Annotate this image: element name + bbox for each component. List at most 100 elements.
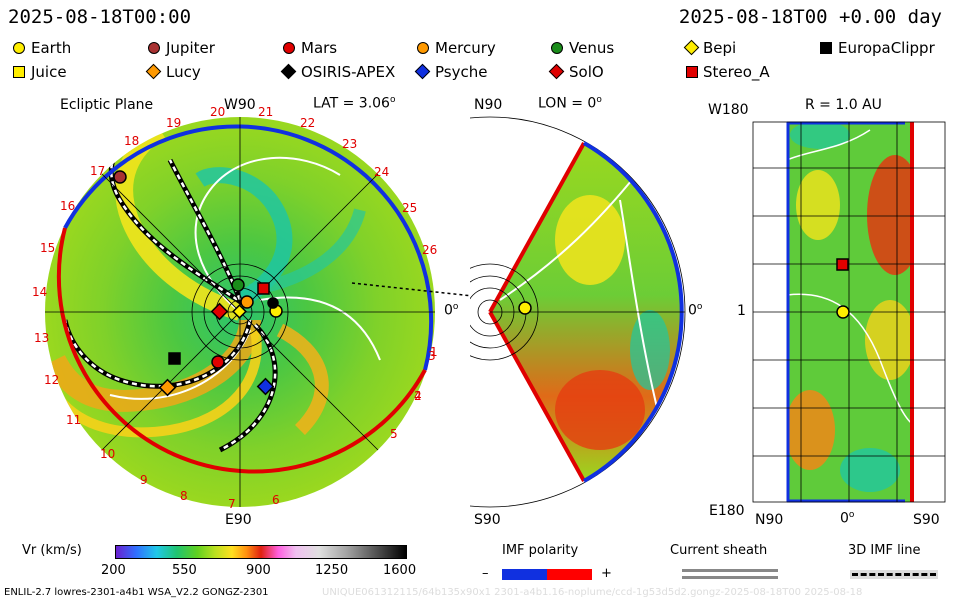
legend-mercury-marker bbox=[417, 42, 429, 54]
osiris-apex-marker-planet bbox=[267, 297, 279, 309]
bepi-marker bbox=[232, 304, 247, 319]
stereo-a-marker bbox=[257, 282, 270, 295]
r-map-cyan-blob bbox=[840, 448, 900, 492]
r-map-earth-marker bbox=[836, 305, 850, 319]
r-map-red-blob bbox=[867, 155, 914, 275]
hour-19: 19 bbox=[166, 116, 181, 130]
hour-11: 11 bbox=[66, 413, 81, 427]
footer-right: UNIQUE061312115/64b135x90x1 2301-a4b1.16… bbox=[322, 587, 863, 598]
meridional-edge-red bbox=[488, 142, 586, 313]
legend-osiris-apex-marker bbox=[280, 63, 297, 80]
current-sheath-line-3 bbox=[259, 296, 381, 361]
colorbar bbox=[115, 545, 407, 559]
lucy-marker bbox=[158, 378, 177, 397]
hour-22: 22 bbox=[300, 116, 315, 130]
hour-26: 26 bbox=[422, 243, 437, 257]
current-sheath-swatch-1 bbox=[682, 569, 778, 572]
legend-mars-label: Mars bbox=[301, 39, 338, 57]
panel3-top-left: W180 bbox=[708, 102, 749, 118]
hour-23: 23 bbox=[342, 137, 357, 151]
legend-juice-marker bbox=[13, 66, 25, 78]
hour-20: 20 bbox=[210, 105, 225, 119]
spiral-cyan bbox=[195, 167, 293, 308]
imf-polarity-bar-red bbox=[547, 569, 592, 580]
hour-2: 2 bbox=[414, 389, 422, 403]
legend-stereo-a-label: Stereo_A bbox=[703, 63, 770, 81]
r-map-stereo-a-marker bbox=[836, 258, 849, 271]
colorbar-tick-1250: 1250 bbox=[315, 563, 349, 578]
panel2-right-label: 0o bbox=[688, 302, 703, 319]
current-sheath-label: Current sheath bbox=[670, 543, 768, 558]
hour-5: 5 bbox=[390, 427, 398, 441]
panel2-top-label: N90 bbox=[474, 97, 503, 113]
r-map-sheath-line bbox=[787, 129, 871, 161]
r-map-yellow-blob-1 bbox=[796, 170, 840, 240]
meridional-orange-region bbox=[555, 370, 645, 450]
venus-marker bbox=[231, 278, 245, 292]
panel2-bottom-label: S90 bbox=[474, 512, 501, 528]
panel1-top-label: W90 bbox=[224, 97, 256, 113]
legend-juice-label: Juice bbox=[31, 63, 67, 81]
hour-3: 3 bbox=[428, 349, 436, 363]
meridional-sheath-line-2 bbox=[619, 199, 661, 421]
imf-3d-label: 3D IMF line bbox=[848, 543, 921, 558]
legend-earth-label: Earth bbox=[31, 39, 72, 57]
footer-left: ENLIL-2.7 lowres-2301-a4b1 WSA_V2.2 GONG… bbox=[4, 587, 269, 598]
legend-jupiter-marker bbox=[148, 42, 160, 54]
colorbar-tick-900: 900 bbox=[246, 563, 271, 578]
psyche-marker bbox=[256, 377, 275, 396]
legend-lucy-label: Lucy bbox=[166, 63, 201, 81]
legend-bepi-label: Bepi bbox=[703, 39, 737, 57]
ecliptic-markers bbox=[113, 170, 283, 397]
legend-psyche-label: Psyche bbox=[435, 63, 488, 81]
meridional-edge-red-bottom bbox=[488, 311, 586, 482]
ecliptic-plane-plot: 17 18 19 20 21 22 23 24 25 26 14 15 16 1… bbox=[32, 105, 470, 511]
hour-15: 15 bbox=[40, 241, 55, 255]
imf-minus-sign: – bbox=[482, 566, 489, 581]
hour-18: 18 bbox=[124, 134, 139, 148]
ecliptic-boundary-blue bbox=[63, 124, 434, 371]
legend-solo-marker bbox=[548, 63, 565, 80]
colorbar-label: Vr (km/s) bbox=[22, 543, 82, 558]
ecliptic-hour-labels: 17 18 19 20 21 22 23 24 25 26 14 15 16 1… bbox=[32, 105, 438, 511]
legend-psyche-marker bbox=[414, 63, 431, 80]
mercury-marker bbox=[240, 295, 254, 309]
legend-mars-marker bbox=[283, 42, 295, 54]
current-sheath-swatch-2 bbox=[682, 576, 778, 579]
panel3-x-mid: 0o bbox=[840, 510, 855, 527]
hour-10: 10 bbox=[100, 447, 115, 461]
imf-line-3-dash bbox=[219, 324, 277, 452]
hour-14: 14 bbox=[32, 285, 47, 299]
hour-24: 24 bbox=[374, 165, 389, 179]
hour-21: 21 bbox=[258, 105, 273, 119]
legend-europaclippr-marker bbox=[820, 42, 832, 54]
hour-13: 13 bbox=[34, 331, 49, 345]
colorbar-tick-200: 200 bbox=[101, 563, 126, 578]
header-right-date: 2025-08-18T00 +0.00 day bbox=[678, 6, 942, 28]
hour-8: 8 bbox=[180, 489, 188, 503]
lon-connector bbox=[351, 282, 470, 297]
legend-bepi-marker bbox=[683, 39, 700, 56]
imf-polarity-bar-blue bbox=[502, 569, 547, 580]
panel3-x-right: S90 bbox=[913, 512, 940, 528]
europaclippr-marker bbox=[168, 352, 181, 365]
r-sphere-map bbox=[752, 121, 946, 503]
meridional-earth-marker bbox=[518, 301, 532, 315]
hour-16: 16 bbox=[60, 199, 75, 213]
legend-europaclippr-label: EuropaClippr bbox=[838, 39, 935, 57]
r-map-orange-blob bbox=[787, 390, 835, 470]
hour-17: 17 bbox=[90, 164, 105, 178]
panel3-r-label: R = 1.0 AU bbox=[805, 97, 882, 113]
panel1-lat-label: LAT = 3.06o bbox=[313, 95, 396, 112]
hour-6: 6 bbox=[272, 493, 280, 507]
hour-9: 9 bbox=[140, 473, 148, 487]
legend-mercury-label: Mercury bbox=[435, 39, 496, 57]
legend-lucy-marker bbox=[145, 63, 162, 80]
meridional-yellow-region bbox=[555, 195, 625, 285]
colorbar-tick-1600: 1600 bbox=[383, 563, 417, 578]
hour-25: 25 bbox=[402, 201, 417, 215]
imf-3d-dash bbox=[852, 573, 936, 576]
legend-venus-marker bbox=[551, 42, 563, 54]
spiral-cyan-2 bbox=[249, 208, 366, 296]
ecliptic-boundary-red bbox=[56, 227, 427, 474]
